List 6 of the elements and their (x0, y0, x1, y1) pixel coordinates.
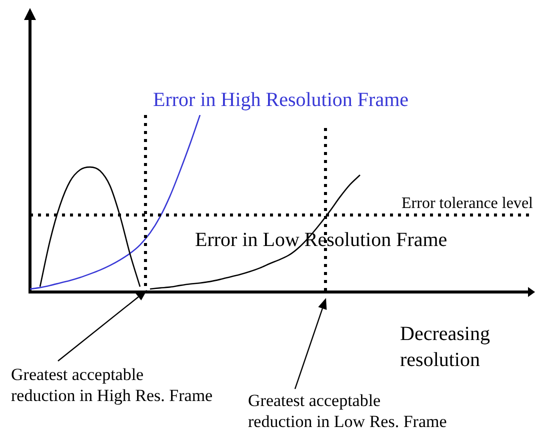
ref-line-label: Error tolerance level (402, 194, 533, 214)
text: Greatest acceptable reduction in High Res. Frame (11, 364, 213, 406)
text: Greatest acceptable reduction in Low Res. Frame (248, 390, 447, 431)
x-axis-title: Decreasing resolution (400, 322, 491, 373)
text: Error in High Resolution Frame (153, 88, 409, 112)
series-label: Error in Low Resolution Frame (195, 228, 448, 252)
